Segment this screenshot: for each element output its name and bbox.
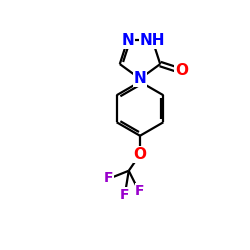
Text: NH: NH <box>140 33 165 48</box>
Text: F: F <box>135 184 145 198</box>
Text: N: N <box>134 71 146 86</box>
Text: N: N <box>121 33 134 48</box>
Text: F: F <box>120 188 130 202</box>
Text: F: F <box>104 171 114 185</box>
Text: O: O <box>134 147 146 162</box>
Text: O: O <box>175 63 188 78</box>
